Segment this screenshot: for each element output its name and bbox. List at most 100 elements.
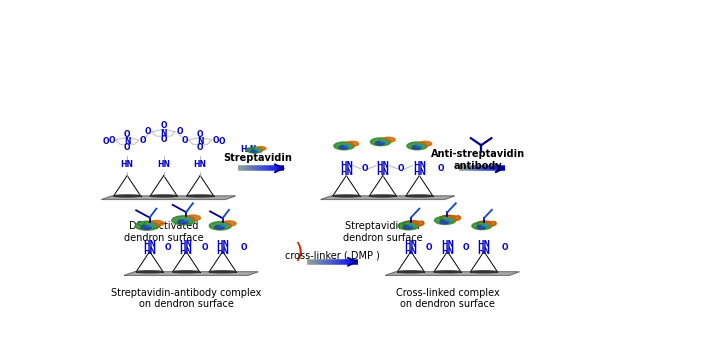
Text: HN: HN [180, 240, 193, 249]
Ellipse shape [210, 222, 231, 230]
Ellipse shape [187, 195, 214, 197]
Text: N: N [124, 137, 130, 146]
Polygon shape [125, 272, 258, 275]
Text: HN: HN [216, 247, 229, 256]
Ellipse shape [471, 271, 497, 273]
Text: O: O [145, 127, 152, 137]
Ellipse shape [381, 140, 388, 142]
Text: O: O [197, 143, 204, 152]
Text: Anti-streptavidin
antibody: Anti-streptavidin antibody [431, 149, 526, 171]
Text: HN: HN [413, 161, 426, 170]
Ellipse shape [412, 145, 420, 149]
Ellipse shape [178, 220, 188, 224]
Ellipse shape [370, 138, 391, 146]
Ellipse shape [344, 144, 352, 146]
Text: DSC activated
dendron surface: DSC activated dendron surface [124, 221, 204, 243]
Text: O: O [437, 164, 444, 174]
Text: HN: HN [340, 161, 353, 170]
Text: HN: HN [376, 161, 389, 170]
Ellipse shape [136, 271, 163, 273]
Text: HN: HN [441, 247, 454, 256]
Text: N: N [197, 137, 204, 146]
Polygon shape [102, 196, 236, 200]
Ellipse shape [406, 195, 433, 197]
Text: O: O [124, 130, 130, 139]
Text: O: O [241, 243, 247, 252]
Ellipse shape [149, 220, 164, 226]
Polygon shape [321, 196, 455, 200]
Ellipse shape [186, 215, 201, 221]
Ellipse shape [398, 222, 419, 230]
Ellipse shape [333, 195, 360, 197]
Text: HN: HN [143, 247, 156, 256]
Text: N: N [160, 128, 167, 138]
Ellipse shape [136, 221, 159, 230]
Ellipse shape [147, 224, 156, 226]
Ellipse shape [417, 144, 424, 146]
Text: HN: HN [143, 240, 156, 249]
Ellipse shape [477, 226, 485, 229]
Text: HN: HN [441, 240, 454, 249]
Text: O: O [212, 136, 219, 145]
Text: HN: HN [413, 168, 426, 177]
Text: Streptavidin on
dendron surface: Streptavidin on dendron surface [343, 221, 423, 243]
Ellipse shape [150, 195, 177, 197]
Ellipse shape [482, 224, 489, 226]
Ellipse shape [210, 271, 236, 273]
Text: HN: HN [194, 160, 207, 169]
Text: O: O [197, 130, 204, 139]
Text: O: O [102, 137, 109, 146]
Text: O: O [218, 137, 225, 146]
Text: HN: HN [405, 247, 418, 256]
Ellipse shape [407, 142, 427, 150]
Text: O: O [108, 136, 115, 145]
Ellipse shape [445, 218, 452, 221]
Text: HN: HN [478, 240, 490, 249]
Text: O: O [361, 164, 368, 174]
Text: HN: HN [180, 247, 193, 256]
Polygon shape [386, 272, 519, 275]
Text: HN: HN [216, 240, 229, 249]
Ellipse shape [410, 221, 424, 226]
Text: O: O [463, 243, 469, 252]
Ellipse shape [251, 150, 257, 152]
Text: O: O [181, 136, 188, 145]
Ellipse shape [369, 195, 397, 197]
Ellipse shape [434, 271, 461, 273]
Text: O: O [398, 164, 405, 174]
Ellipse shape [409, 224, 416, 226]
Ellipse shape [215, 225, 224, 229]
Text: Cross-linked complex
on dendron surface: Cross-linked complex on dendron surface [396, 288, 500, 309]
Text: O: O [502, 243, 508, 252]
Ellipse shape [222, 221, 236, 226]
Ellipse shape [472, 222, 492, 230]
Ellipse shape [418, 141, 432, 146]
Ellipse shape [254, 149, 260, 151]
Ellipse shape [346, 141, 359, 146]
Ellipse shape [247, 147, 262, 153]
Text: cross-linker ( DMP ): cross-linker ( DMP ) [285, 250, 380, 260]
Text: Streptavidin: Streptavidin [223, 153, 292, 163]
Text: HN: HN [478, 247, 490, 256]
Ellipse shape [440, 220, 449, 224]
Text: HN: HN [340, 168, 353, 177]
Text: O: O [176, 127, 183, 137]
Ellipse shape [447, 216, 460, 221]
Ellipse shape [403, 225, 413, 229]
Ellipse shape [397, 271, 424, 273]
Ellipse shape [173, 271, 199, 273]
Ellipse shape [339, 145, 348, 149]
Ellipse shape [376, 142, 384, 145]
Text: O: O [201, 243, 207, 252]
Ellipse shape [382, 137, 395, 142]
Text: ): ) [294, 242, 303, 262]
Ellipse shape [220, 224, 228, 226]
Text: O: O [160, 134, 167, 144]
Text: HN: HN [120, 160, 133, 169]
Ellipse shape [434, 216, 456, 225]
Text: O: O [124, 143, 130, 152]
Text: O: O [160, 121, 167, 130]
Text: H₂N: H₂N [240, 145, 257, 154]
Ellipse shape [141, 225, 152, 230]
Text: HN: HN [405, 240, 418, 249]
